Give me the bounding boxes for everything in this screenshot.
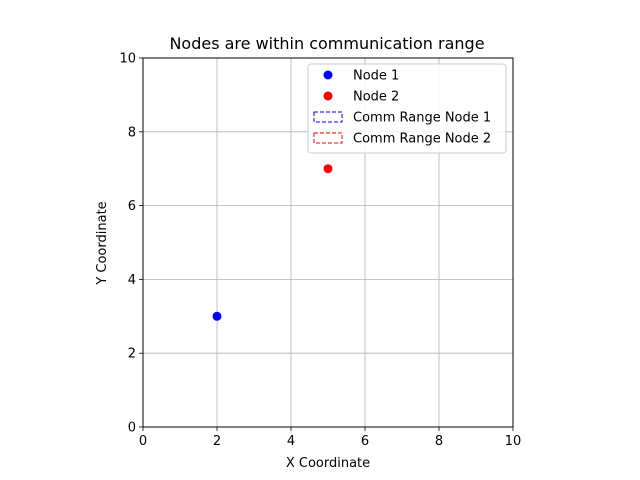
y-tick-label: 0	[128, 421, 136, 436]
data-point-node-1	[212, 311, 222, 321]
x-axis-ticks: 0 2 4 6 8 10	[139, 427, 521, 449]
legend-marker-comm-range-node-1	[313, 111, 343, 123]
legend: Node 1 Node 2 Comm Range Node 1 Comm Range …	[307, 63, 507, 154]
x-tick-label: 0	[139, 434, 147, 449]
x-axis-label: X Coordinate	[286, 456, 370, 471]
x-tick-label: 8	[435, 434, 443, 449]
chart-title: Nodes are within communication range	[169, 34, 484, 53]
y-tick-label: 8	[128, 125, 136, 140]
y-axis-ticks: 0 2 4 6 8 10	[119, 52, 143, 436]
y-tick-label: 4	[128, 273, 136, 288]
x-tick-label: 2	[213, 434, 221, 449]
legend-label-comm-range-node-1: Comm Range Node 1	[353, 111, 491, 126]
x-tick-label: 4	[287, 434, 295, 449]
y-tick-label: 6	[128, 199, 136, 214]
legend-label-node-2: Node 2	[353, 90, 399, 105]
legend-box	[307, 63, 507, 154]
legend-label-node-1: Node 1	[353, 69, 399, 84]
x-tick-label: 10	[505, 434, 522, 449]
plot-frame	[142, 57, 514, 428]
x-tick-label: 6	[361, 434, 369, 449]
legend-marker-node-2	[323, 91, 333, 101]
legend-marker-comm-range-node-2	[313, 132, 343, 144]
data-point-node-2	[323, 164, 333, 174]
legend-marker-node-1	[323, 70, 333, 80]
y-tick-label: 10	[119, 52, 136, 67]
y-tick-label: 2	[128, 347, 136, 362]
legend-label-comm-range-node-2: Comm Range Node 2	[353, 132, 491, 147]
data-points	[212, 164, 333, 321]
y-axis-label: Y Coordinate	[95, 201, 110, 285]
